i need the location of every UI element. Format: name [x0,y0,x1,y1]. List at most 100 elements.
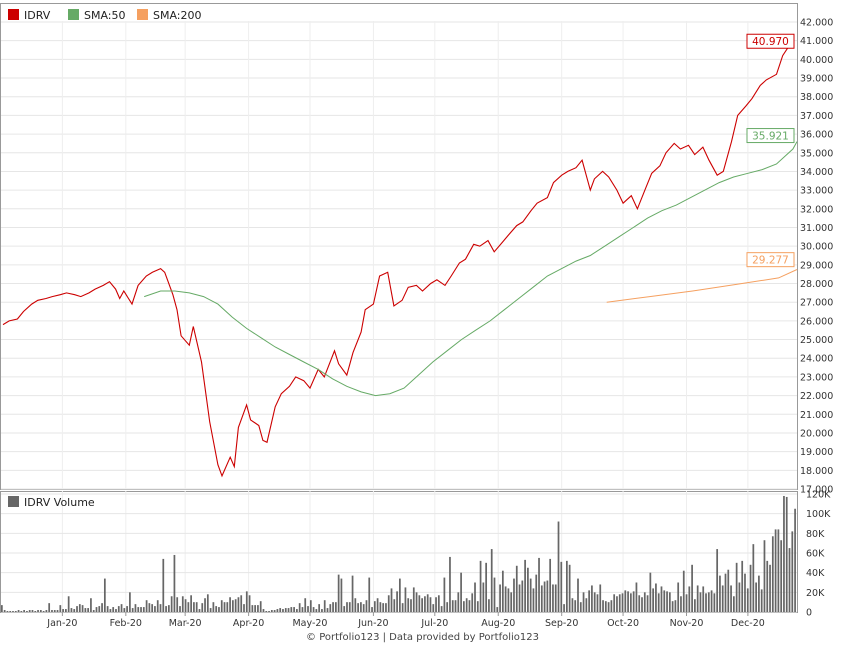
volume-bar [655,583,657,612]
price-tick-label: 31.000 [800,223,833,234]
volume-bar [159,604,162,612]
volume-bar [382,603,385,612]
volume-bar [532,588,535,612]
volume-bar [474,582,476,612]
volume-bar [245,591,248,612]
volume-bar [48,603,51,612]
volume-bar [56,610,59,612]
volume-bar [591,585,593,612]
volume-bar [346,602,348,612]
volume-bar [87,608,90,612]
volume-bar [769,564,771,612]
volume-bar [660,586,663,612]
volume-bar [190,595,192,612]
volume-bar [696,585,699,612]
volume-bar [613,594,616,612]
volume-bar [257,605,259,612]
volume-bar [780,540,783,612]
volume-bar [142,607,145,612]
volume-bar [156,600,159,612]
volume-bar [17,610,20,612]
volume-bar [460,572,462,612]
volume-bar [343,606,346,612]
volume-bar [115,609,117,612]
volume-bar [741,560,744,612]
price-tick-label: 36.000 [800,130,833,141]
volume-tick-label: 40K [806,568,825,579]
volume-bar [404,587,407,612]
volume-bar [746,588,749,612]
volume-bar [454,600,457,612]
volume-bar [682,570,685,612]
volume-bar [501,570,504,612]
x-tick-label: Sep-20 [545,618,578,629]
price-series [2,40,798,478]
price-tick-label: 27.000 [800,298,833,309]
volume-tick-label: 20K [806,588,825,599]
price-tick-label: 33.000 [800,186,833,197]
volume-bar [290,607,293,612]
legend-label-volume: IDRV Volume [24,496,95,509]
volume-bar [535,574,538,612]
volume-bar [432,604,435,612]
volume-bar [103,578,106,612]
legend-label-sma200: SMA:200 [153,9,202,22]
volume-bar [457,592,460,612]
volume-bar [209,608,212,612]
last-value-tags: 40.970 35.921 29.277 [746,33,795,268]
volume-bar [641,597,643,612]
volume-bar [585,598,588,612]
price-tick-label: 18.000 [800,466,833,477]
volume-bar [705,593,707,612]
x-tick-label: Jan-20 [46,618,77,629]
volume-bar [446,602,449,612]
volume-bar [51,610,53,612]
volume-bar [120,604,123,612]
volume-tick-label: 80K [806,529,825,540]
volume-bar [348,602,351,612]
volume-bar [131,608,134,612]
volume-bar [237,597,240,612]
volume-bar [365,600,368,612]
volume-bar [198,609,201,612]
volume-bar [9,611,12,612]
volume-bar [577,578,579,612]
price-legend: IDRV SMA:50 SMA:200 [8,9,202,22]
volume-bar [643,592,646,612]
volume-bar [563,604,565,612]
volume-bar [59,605,62,612]
price-tick-label: 23.000 [800,372,833,383]
volume-bar [204,598,206,612]
volume-bar [98,606,101,612]
volume-bar [471,593,474,612]
volume-bar [552,584,554,612]
volume-bar [752,544,755,612]
volume-bar [702,586,705,612]
volume-bar [657,593,660,612]
price-tick-label: 19.000 [800,447,833,458]
volume-bar [393,599,396,612]
volume-bar [376,598,379,612]
volume-bar [390,588,393,612]
volume-bar [668,592,671,612]
volume-bar [232,600,234,612]
volume-bar [596,594,599,612]
volume-bar [106,606,109,612]
volume-bar [699,592,702,612]
volume-bar [329,604,332,612]
volume-bar [90,598,92,612]
price-tick-label: 22.000 [800,391,833,402]
volume-bar [652,588,654,612]
last-value-tag-label: 35.921 [752,131,789,143]
x-axis-labels: Jan-20 Feb-20 Mar-20 Apr-20 May-20 Jun-20 Jul-… [46,612,765,629]
volume-bar [716,549,719,612]
volume-bar [215,606,218,612]
volume-bar [134,604,137,612]
volume-bar [251,605,254,612]
volume-tick-label: 120K [806,490,831,501]
volume-tick-label: 100K [806,509,831,520]
volume-bar [76,606,78,612]
x-tick-label: Jul-20 [420,618,448,629]
volume-bar [663,590,666,612]
